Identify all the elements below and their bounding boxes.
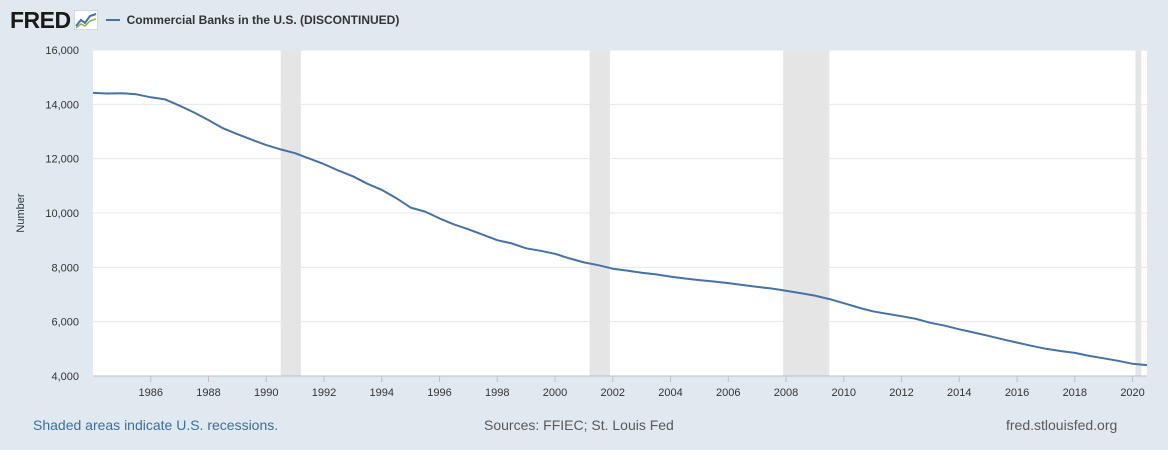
x-tick-label: 2014 xyxy=(947,387,971,399)
y-tick-label: 12,000 xyxy=(45,154,79,166)
site-link[interactable]: fred.stlouisfed.org xyxy=(1006,417,1118,433)
legend-label: Commercial Banks in the U.S. (DISCONTINU… xyxy=(126,13,400,27)
y-tick-label: 16,000 xyxy=(45,45,79,57)
y-tick-label: 4,000 xyxy=(51,371,79,383)
x-tick-label: 2018 xyxy=(1063,387,1087,399)
grid-lines xyxy=(93,49,1147,377)
x-tick-label: 2020 xyxy=(1120,387,1144,399)
x-tick-label: 1988 xyxy=(196,387,220,399)
sources-note: Sources: FFIEC; St. Louis Fed xyxy=(484,417,674,433)
x-tick-label: 2012 xyxy=(889,387,913,399)
y-axis: 4,000 6,000 8,000 10,000 12,000 14,000 16,000 xyxy=(45,45,79,383)
chart-header: FRED Commercial Banks in the U.S. (DISCO… xyxy=(10,6,399,34)
y-tick-label: 8,000 xyxy=(51,262,79,274)
x-tick-label: 2000 xyxy=(543,387,567,399)
x-tick-label: 2016 xyxy=(1005,387,1029,399)
x-tick-label: 2006 xyxy=(716,387,740,399)
chart-legend[interactable]: Commercial Banks in the U.S. (DISCONTINU… xyxy=(105,13,400,27)
x-tick-label: 1996 xyxy=(427,387,451,399)
series-group xyxy=(92,91,1148,367)
x-tick-label: 2008 xyxy=(774,387,798,399)
x-axis: 1986 1988 1990 1992 1994 1996 1998 2000 2002 2004… xyxy=(93,375,1147,399)
x-tick-label: 2010 xyxy=(832,387,856,399)
series-line[interactable] xyxy=(92,91,1148,367)
fred-logo[interactable]: FRED xyxy=(10,6,71,33)
x-tick-label: 2002 xyxy=(601,387,625,399)
x-tick-label: 1994 xyxy=(370,387,394,399)
y-tick-label: 6,000 xyxy=(51,317,79,329)
y-axis-title: Number xyxy=(15,193,27,232)
x-tick-label: 2004 xyxy=(658,387,682,399)
line-chart-icon xyxy=(73,10,98,30)
legend-swatch xyxy=(105,19,120,21)
y-tick-label: 10,000 xyxy=(45,208,79,220)
x-tick-label: 1986 xyxy=(139,387,163,399)
y-tick-label: 14,000 xyxy=(45,99,79,111)
x-tick-label: 1998 xyxy=(485,387,509,399)
x-tick-label: 1990 xyxy=(254,387,278,399)
x-tick-label: 1992 xyxy=(312,387,336,399)
recession-note: Shaded areas indicate U.S. recessions. xyxy=(33,417,279,433)
